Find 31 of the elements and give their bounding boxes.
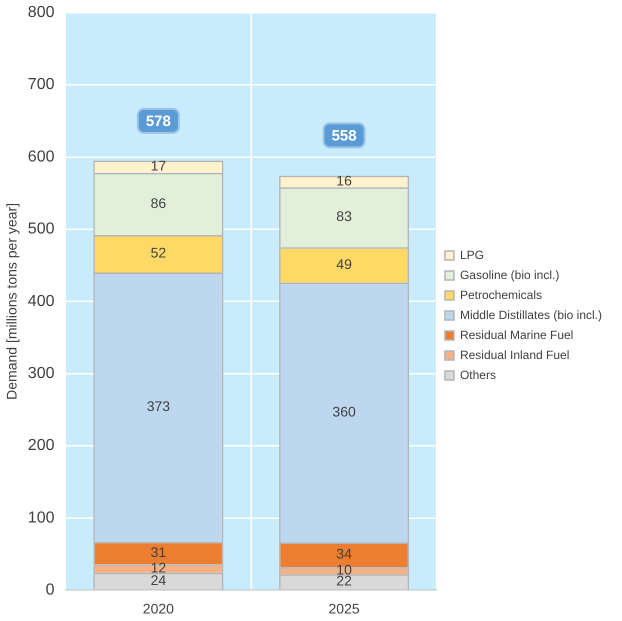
data-label: 86 [150, 194, 166, 211]
legend-label: Middle Distillates (bio incl.) [460, 308, 602, 322]
y-axis-title: Demand [millions tons per year] [3, 202, 20, 400]
legend-label: Gasoline (bio incl.) [460, 268, 560, 282]
y-tick-label: 400 [28, 292, 55, 310]
legend-label: Others [460, 368, 496, 382]
y-tick-label: 200 [28, 437, 55, 454]
data-label: 16 [336, 172, 352, 188]
y-tick-label: 0 [46, 582, 55, 599]
legend-label: Residual Marine Fuel [460, 328, 574, 342]
annotation: 558 [332, 127, 357, 144]
y-tick-label: 600 [28, 148, 55, 166]
x-tick-label: 2025 [328, 600, 360, 616]
data-label: 373 [146, 398, 170, 414]
legend-label: LPG [460, 248, 484, 262]
data-label: 34 [336, 546, 352, 562]
legend-label: Petrochemicals [460, 288, 542, 302]
x-tick-label: 2020 [142, 600, 174, 616]
y-tick-label: 100 [28, 509, 55, 526]
y-tick-label: 500 [28, 220, 55, 238]
data-label: 49 [336, 256, 352, 272]
data-label: 360 [332, 403, 356, 420]
annotation: 578 [146, 113, 171, 130]
data-label: 83 [336, 208, 352, 224]
data-label: 31 [150, 544, 166, 560]
y-tick-label: 300 [28, 365, 55, 382]
data-label: 17 [150, 158, 166, 174]
legend-label: Residual Inland Fuel [460, 348, 570, 362]
data-label: 52 [150, 244, 166, 261]
y-tick-label: 700 [28, 76, 55, 94]
y-tick-label: 800 [28, 4, 55, 22]
